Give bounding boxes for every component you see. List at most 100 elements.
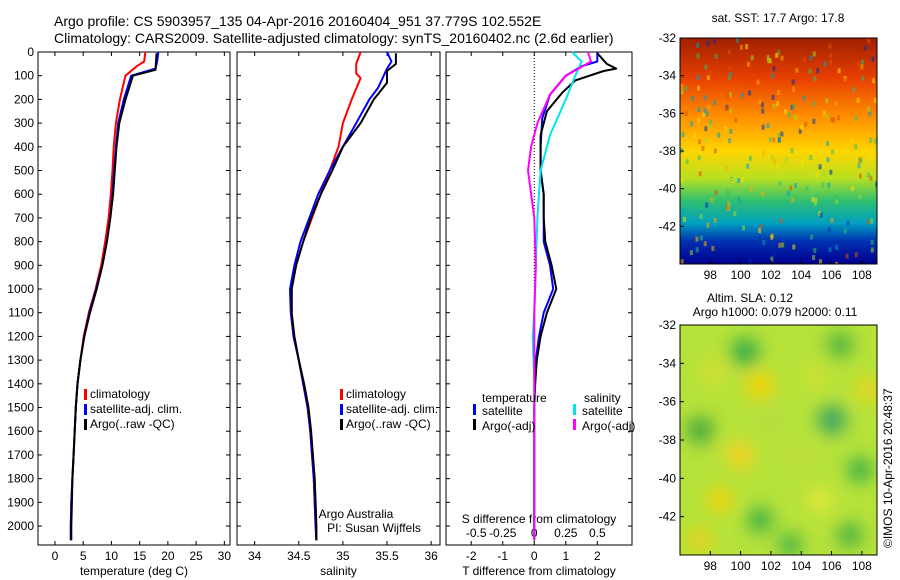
y-tick-label: -40 [659,471,677,485]
sla-blob [687,417,713,443]
sst-speckle-cell [778,242,782,248]
sst-speckle-cell [792,104,796,109]
sst-speckle-cell [697,85,700,91]
sst-speckle-cell [818,164,822,170]
sst-speckle-cell [696,74,700,80]
sst-speckle-cell [857,61,861,67]
sst-speckle-cell [778,181,782,186]
y-tick-label: 200 [14,92,34,106]
temperature-panel: 0100200300400500600700800900100011001200… [7,45,231,578]
x-tick-label: 34.5 [287,549,311,563]
top-tick-label: -0.25 [489,526,517,540]
sst-speckle-cell [830,217,834,223]
sst-speckle-cell [870,218,874,224]
sst-speckle-cell [748,90,751,96]
x-tick-label: 102 [761,268,781,282]
sla-map-title-1: Altim. SLA: 0.12 [707,291,793,305]
sst-speckle-cell [795,67,799,73]
sst-speckle-cell [772,251,776,257]
sst-speckle-cell [727,201,731,207]
sst-speckle-cell [749,82,752,88]
x-tick-label: 106 [822,268,842,282]
top-tick-label: 0.25 [554,526,578,540]
sst-speckle-cell [870,239,874,245]
sst-speckle-cell [724,126,727,132]
sst-speckle-cell [863,45,867,51]
sla-blob [848,458,872,482]
sst-speckle-cell [727,75,731,81]
legend-swatch [473,419,476,430]
sst-speckle-cell [771,73,775,79]
sst-speckle-cell [850,137,854,143]
sst-speckle-cell [696,42,700,48]
legend-label: satellite [582,404,623,418]
sst-speckle-cell [693,132,697,138]
x-tick-label: 100 [731,268,751,282]
legend-swatch [340,419,343,430]
sst-speckle-cell [680,259,684,264]
y-tick-label: 500 [14,164,34,178]
sst-speckle-cell [706,75,710,81]
sst-speckle-cell [768,137,772,143]
legend-heading-temperature: temperature [482,391,547,405]
x-tick-label: -2 [466,549,477,563]
legend-label: Argo(-adj) [582,419,635,433]
sst-speckle-cell [710,197,714,203]
sst-speckle-cell [730,178,734,183]
sla-blob [758,408,782,432]
sst-speckle-cell [729,71,733,77]
sst-speckle-cell [854,144,858,150]
series-line-3 [527,51,592,541]
sst-speckle-cell [875,186,877,192]
sst-speckle-cell [707,123,711,129]
legend-label: climatology [90,387,150,401]
sst-speckle-cell [870,247,874,253]
series-line-0 [69,51,147,541]
y-tick-label: -40 [659,182,677,196]
legend-swatch [84,419,87,430]
x-tick-label: 10 [105,549,119,563]
sst-speckle-cell [683,216,686,222]
sst-speckle-cell [843,78,847,84]
sst-speckle-cell [685,159,689,165]
x-tick-label: 104 [791,559,811,573]
sst-speckle-cell [701,146,705,151]
sst-speckle-cell [812,255,816,261]
sst-speckle-cell [816,68,820,74]
y-tick-label: -42 [659,510,677,524]
sst-speckle-cell [712,38,716,44]
sst-speckle-cell [758,235,762,241]
y-tick-label: 700 [14,211,34,225]
sla-blob [709,489,731,511]
sst-speckle-cell [792,244,796,250]
sst-speckle-cell [713,148,717,154]
y-tick-label: 100 [14,69,34,83]
x-axis-label: temperature (deg C) [80,564,188,578]
sst-speckle-cell [728,92,732,98]
legend-swatch [573,419,576,430]
sst-speckle-cell [869,154,872,160]
sst-speckle-cell [822,171,826,176]
sst-speckle-cell [829,59,832,65]
sst-speckle-cell [791,197,795,203]
sst-speckle-cell [703,108,707,114]
sst-speckle-cell [681,132,685,138]
sst-speckle-cell [698,149,702,155]
sst-speckle-cell [772,66,776,72]
sst-speckle-cell [798,128,802,134]
sst-speckle-cell [810,149,814,154]
sst-speckle-cell [860,64,864,70]
sst-speckle-cell [699,235,703,241]
sst-speckle-cell [834,101,838,107]
x-tick-label: 98 [704,559,718,573]
sst-speckle-cell [826,157,830,163]
x-axis-label: salinity [320,564,357,578]
sst-speckle-cell [766,55,770,61]
sst-speckle-cell [787,112,791,118]
sla-blob [748,508,772,532]
sst-speckle-cell [787,190,791,196]
y-tick-label: 1400 [7,377,34,391]
sst-speckle-cell [812,51,816,57]
sst-speckle-cell [827,182,831,188]
